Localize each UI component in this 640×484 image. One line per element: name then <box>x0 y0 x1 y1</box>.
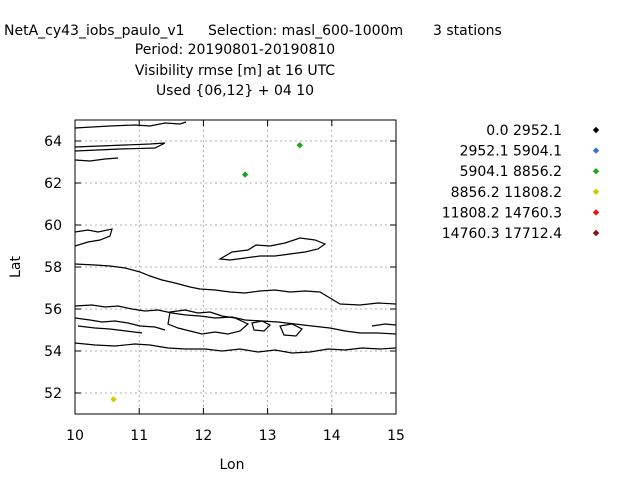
x-tick-labels: 10 11 12 13 14 15 <box>66 428 405 444</box>
legend-marker <box>592 229 600 237</box>
y-tick-label: 60 <box>44 218 62 234</box>
coastline <box>75 121 396 354</box>
y-tick-label: 58 <box>44 260 62 276</box>
legend-label: 14760.3 17712.4 <box>442 226 562 242</box>
x-tick-label: 12 <box>194 428 212 444</box>
x-tick-label: 14 <box>323 428 341 444</box>
title-selection: Selection: masl_600-1000m <box>208 23 403 39</box>
y-tick-labels: 52 54 56 58 60 62 64 <box>44 134 62 402</box>
y-axis-label: Lat <box>8 256 24 278</box>
legend-label: 0.0 2952.1 <box>486 123 562 139</box>
data-points <box>110 142 303 403</box>
x-tick-label: 15 <box>387 428 405 444</box>
title-block: NetA_cy43_iobs_paulo_v1 Selection: masl_… <box>4 23 502 99</box>
title-stations: 3 stations <box>433 23 502 39</box>
axis-ticks <box>74 120 397 414</box>
legend-label: 8856.2 11808.2 <box>451 185 562 201</box>
x-tick-label: 10 <box>66 428 84 444</box>
y-tick-label: 64 <box>44 134 62 150</box>
title-used: Used {06,12} + 04 10 <box>156 83 314 99</box>
title-variable: Visibility rmse [m] at 16 UTC <box>135 63 335 79</box>
x-tick-label: 13 <box>259 428 277 444</box>
legend: 0.0 2952.1 2952.1 5904.1 5904.1 8856.2 8856… <box>442 123 600 242</box>
legend-label: 2952.1 5904.1 <box>460 144 562 160</box>
data-point <box>110 396 117 403</box>
data-point <box>296 142 303 149</box>
data-point <box>241 171 249 178</box>
y-tick-label: 54 <box>44 344 62 360</box>
y-tick-label: 52 <box>44 386 62 402</box>
title-period: Period: 20190801-20190810 <box>135 42 335 58</box>
legend-marker <box>592 188 600 195</box>
legend-label: 11808.2 14760.3 <box>442 205 562 221</box>
legend-marker <box>592 209 600 216</box>
y-tick-label: 62 <box>44 176 62 192</box>
x-tick-label: 11 <box>130 428 148 444</box>
legend-marker <box>592 126 600 134</box>
grid-lines <box>75 120 396 414</box>
legend-marker <box>592 168 600 175</box>
x-axis-label: Lon <box>220 457 245 473</box>
legend-marker <box>592 147 600 154</box>
title-model: NetA_cy43_iobs_paulo_v1 <box>4 23 185 39</box>
legend-label: 5904.1 8856.2 <box>460 164 562 180</box>
y-tick-label: 56 <box>44 302 62 318</box>
